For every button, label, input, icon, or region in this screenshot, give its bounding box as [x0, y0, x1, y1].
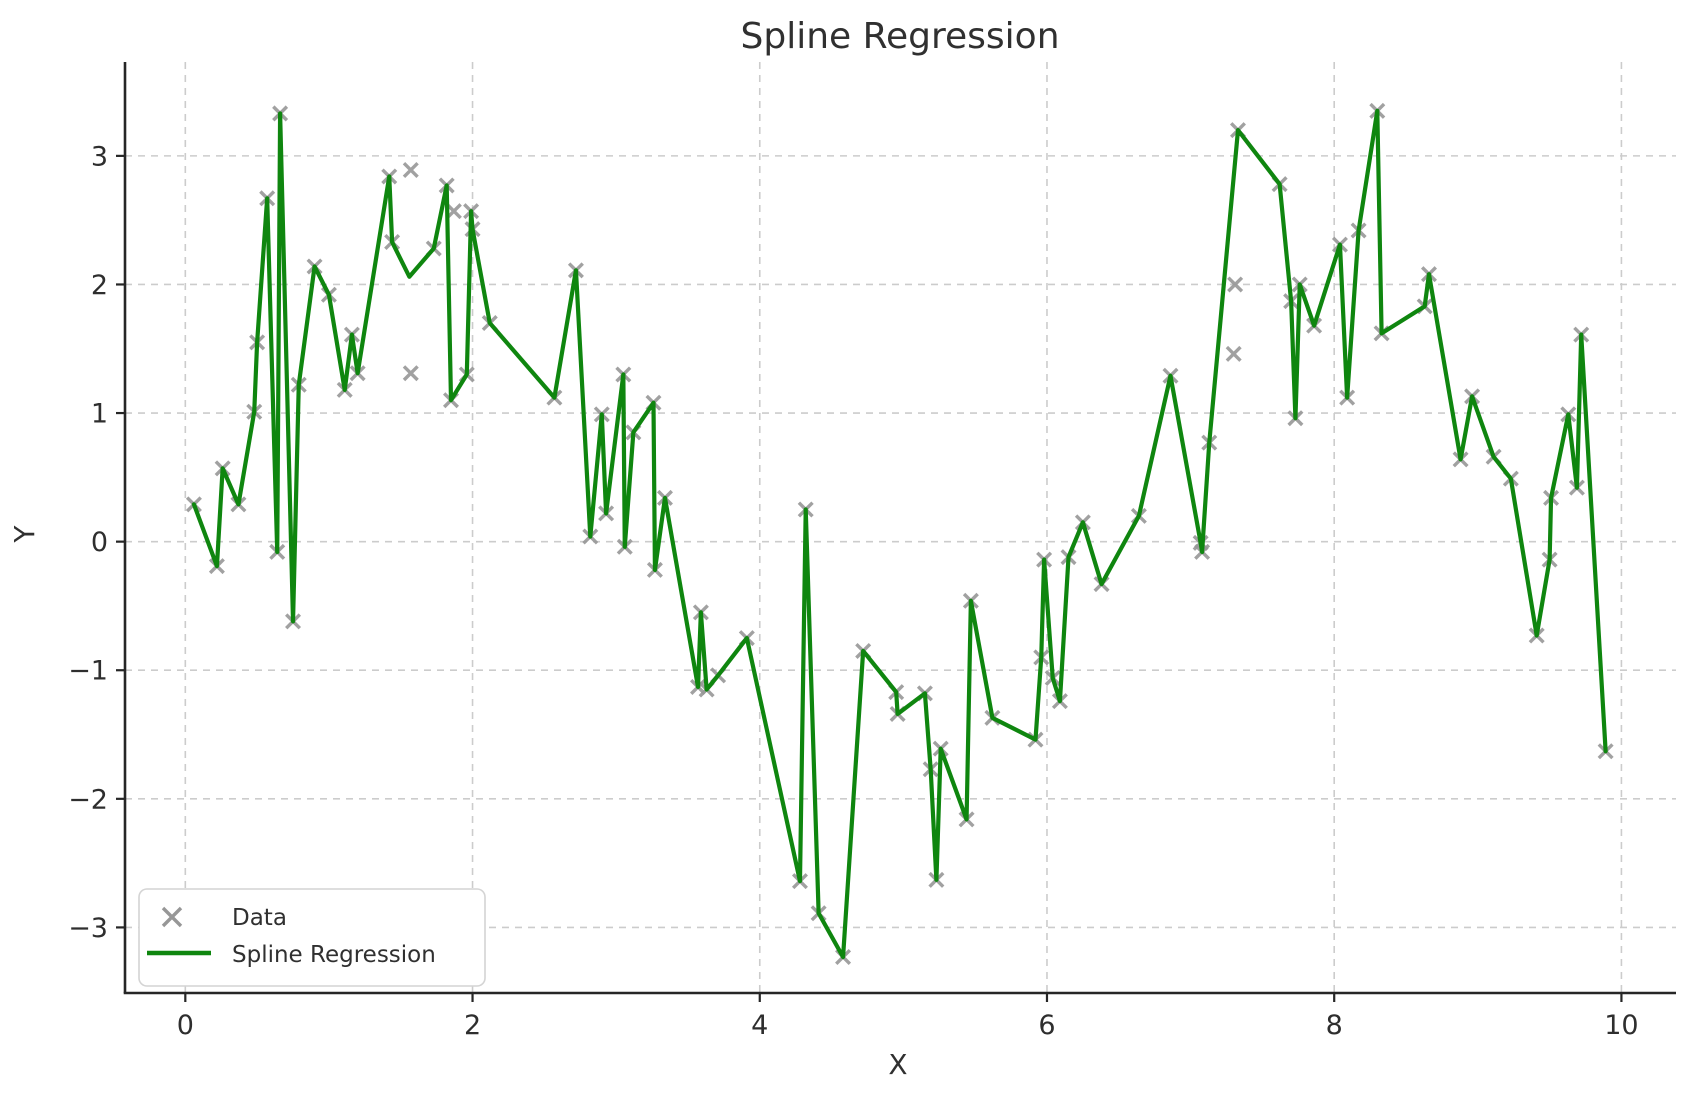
data-point-marker	[1225, 345, 1242, 362]
x-tick-label: 4	[751, 1010, 768, 1041]
x-tick-label: 0	[177, 1010, 194, 1041]
legend: Data Spline Regression	[138, 888, 486, 987]
chart-title: Spline Regression	[740, 16, 1059, 57]
y-tick-label: −3	[68, 913, 108, 944]
data-point-marker	[402, 162, 419, 179]
regression-line	[191, 108, 1608, 960]
x-tick-label: 2	[464, 1010, 481, 1041]
grid-lines	[125, 62, 1676, 993]
x-tick-label: 10	[1604, 1010, 1638, 1041]
legend-label-data: Data	[232, 905, 287, 931]
y-tick-label: 0	[91, 527, 108, 558]
spline-regression-path	[191, 108, 1608, 960]
legend-x-marker-icon	[161, 906, 183, 928]
y-tick-label: 3	[91, 141, 108, 172]
legend-label-spline-regression: Spline Regression	[232, 942, 436, 968]
data-point-marker	[402, 365, 419, 382]
y-tick-label: −2	[68, 784, 108, 815]
x-axis-label: X	[888, 1048, 907, 1081]
scatter-markers	[185, 102, 1614, 965]
y-axis-label: Y	[8, 525, 41, 544]
data-point-marker	[1227, 276, 1244, 293]
y-tick-label: 2	[91, 270, 108, 301]
y-tick-label: −1	[68, 656, 108, 687]
legend-box	[138, 888, 486, 987]
x-tick-label: 6	[1038, 1010, 1055, 1041]
axes	[116, 62, 1676, 1002]
x-tick-label: 8	[1326, 1010, 1343, 1041]
y-tick-label: 1	[91, 399, 108, 430]
